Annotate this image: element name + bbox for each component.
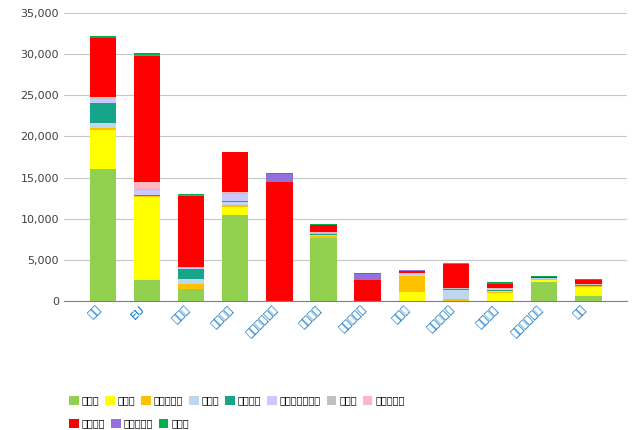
Bar	[399, 292, 425, 301]
Bar	[90, 104, 116, 123]
Bar	[134, 181, 160, 189]
Bar	[178, 267, 204, 268]
Bar	[575, 279, 602, 280]
Bar	[90, 36, 116, 37]
Bar	[487, 291, 513, 292]
Bar	[487, 282, 513, 284]
Bar	[222, 194, 248, 201]
Bar	[531, 279, 557, 280]
Bar	[575, 285, 602, 286]
Bar	[399, 273, 425, 274]
Bar	[266, 174, 292, 181]
Bar	[310, 235, 337, 236]
Bar	[134, 55, 160, 56]
Bar	[134, 196, 160, 197]
Bar	[310, 233, 337, 234]
Bar	[487, 293, 513, 301]
Bar	[178, 284, 204, 289]
Bar	[575, 280, 602, 284]
Bar	[134, 190, 160, 195]
Bar	[531, 280, 557, 282]
Bar	[90, 130, 116, 169]
Bar	[355, 280, 381, 301]
Bar	[443, 288, 469, 289]
Bar	[222, 191, 248, 193]
Bar	[266, 181, 292, 301]
Bar	[310, 232, 337, 233]
Bar	[222, 215, 248, 301]
Bar	[222, 205, 248, 207]
Bar	[575, 284, 602, 285]
Bar	[134, 56, 160, 181]
Bar	[178, 194, 204, 195]
Bar	[266, 173, 292, 174]
Bar	[178, 195, 204, 196]
Bar	[222, 152, 248, 191]
Bar	[310, 236, 337, 238]
Bar	[134, 280, 160, 301]
Bar	[134, 53, 160, 55]
Bar	[134, 197, 160, 280]
Bar	[222, 207, 248, 215]
Bar	[310, 238, 337, 301]
Bar	[90, 97, 116, 98]
Bar	[487, 289, 513, 290]
Bar	[443, 263, 469, 264]
Bar	[531, 277, 557, 278]
Bar	[443, 289, 469, 290]
Bar	[443, 264, 469, 288]
Bar	[487, 290, 513, 291]
Bar	[222, 201, 248, 202]
Bar	[90, 128, 116, 130]
Bar	[531, 282, 557, 301]
Bar	[531, 278, 557, 279]
Bar	[355, 274, 381, 280]
Bar	[178, 196, 204, 267]
Bar	[443, 298, 469, 301]
Bar	[178, 289, 204, 301]
Bar	[399, 276, 425, 292]
Bar	[487, 288, 513, 289]
Bar	[310, 234, 337, 235]
Bar	[310, 225, 337, 232]
Bar	[134, 195, 160, 196]
Bar	[90, 37, 116, 97]
Bar	[575, 286, 602, 287]
Bar	[222, 193, 248, 194]
Bar	[531, 276, 557, 277]
Bar	[399, 275, 425, 276]
Bar	[90, 99, 116, 104]
Bar	[90, 169, 116, 301]
Bar	[399, 274, 425, 275]
Bar	[90, 123, 116, 128]
Bar	[310, 224, 337, 225]
Bar	[90, 98, 116, 99]
Bar	[575, 287, 602, 296]
Bar	[134, 189, 160, 190]
Bar	[355, 273, 381, 274]
Bar	[575, 296, 602, 301]
Bar	[222, 202, 248, 205]
Bar	[178, 269, 204, 279]
Legend: パーム油, パーム核油, やし油: パーム油, パーム核油, やし油	[69, 419, 189, 429]
Bar	[399, 270, 425, 273]
Bar	[443, 290, 469, 298]
Bar	[487, 292, 513, 293]
Bar	[178, 279, 204, 284]
Bar	[178, 268, 204, 269]
Bar	[487, 284, 513, 288]
